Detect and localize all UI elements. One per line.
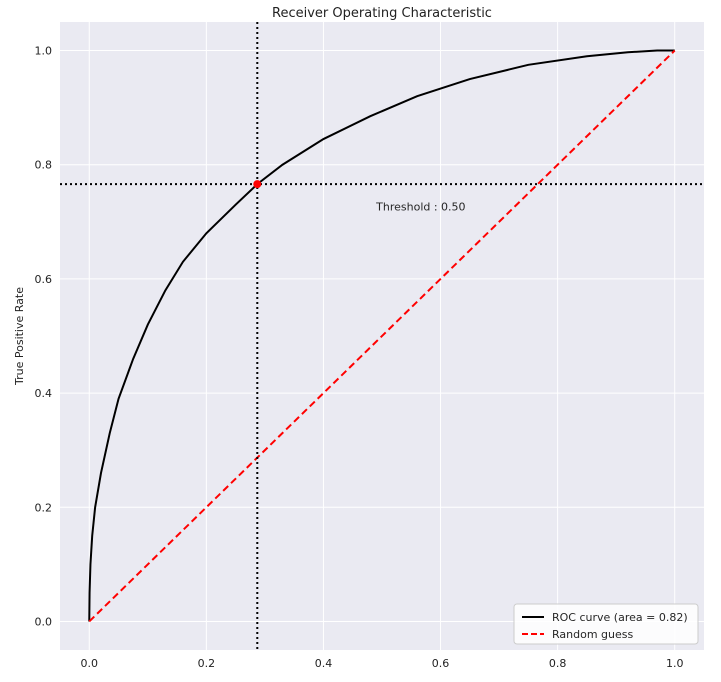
tick-labels: 0.0 0.2 0.4 0.6 0.8 1.0 0.0 0.2 0.4 0.6 0.8 1.0 [35, 45, 684, 670]
x-tick-label: 0.0 [81, 657, 99, 670]
random-guess-line [88, 49, 676, 623]
y-tick-label: 0.6 [35, 273, 53, 286]
y-tick-label: 0.0 [35, 615, 53, 628]
x-tick-label: 0.4 [315, 657, 333, 670]
y-tick-label: 0.2 [35, 501, 53, 514]
x-tick-label: 0.6 [432, 657, 450, 670]
legend-label-random: Random guess [552, 628, 633, 641]
y-tick-label: 0.4 [35, 387, 53, 400]
y-tick-label: 0.8 [35, 159, 53, 172]
y-tick-label: 1.0 [35, 45, 53, 58]
series-layer [88, 49, 676, 623]
legend-box [513, 603, 699, 645]
legend-label-roc: ROC curve (area = 0.82) [552, 611, 688, 624]
threshold-point [253, 180, 262, 189]
legend: ROC curve (area = 0.82) Random guess [513, 603, 699, 645]
grid-lines [60, 22, 704, 650]
chart-title: Receiver Operating Characteristic [272, 6, 492, 21]
x-tick-label: 1.0 [666, 657, 684, 670]
threshold-annotation: Threshold : 0.50 [375, 200, 465, 213]
x-tick-label: 0.8 [549, 657, 567, 670]
roc-curve-line [88, 49, 675, 622]
x-tick-label: 0.2 [198, 657, 216, 670]
reference-lines [60, 22, 704, 650]
y-axis-label: True Positive Rate [13, 287, 26, 386]
